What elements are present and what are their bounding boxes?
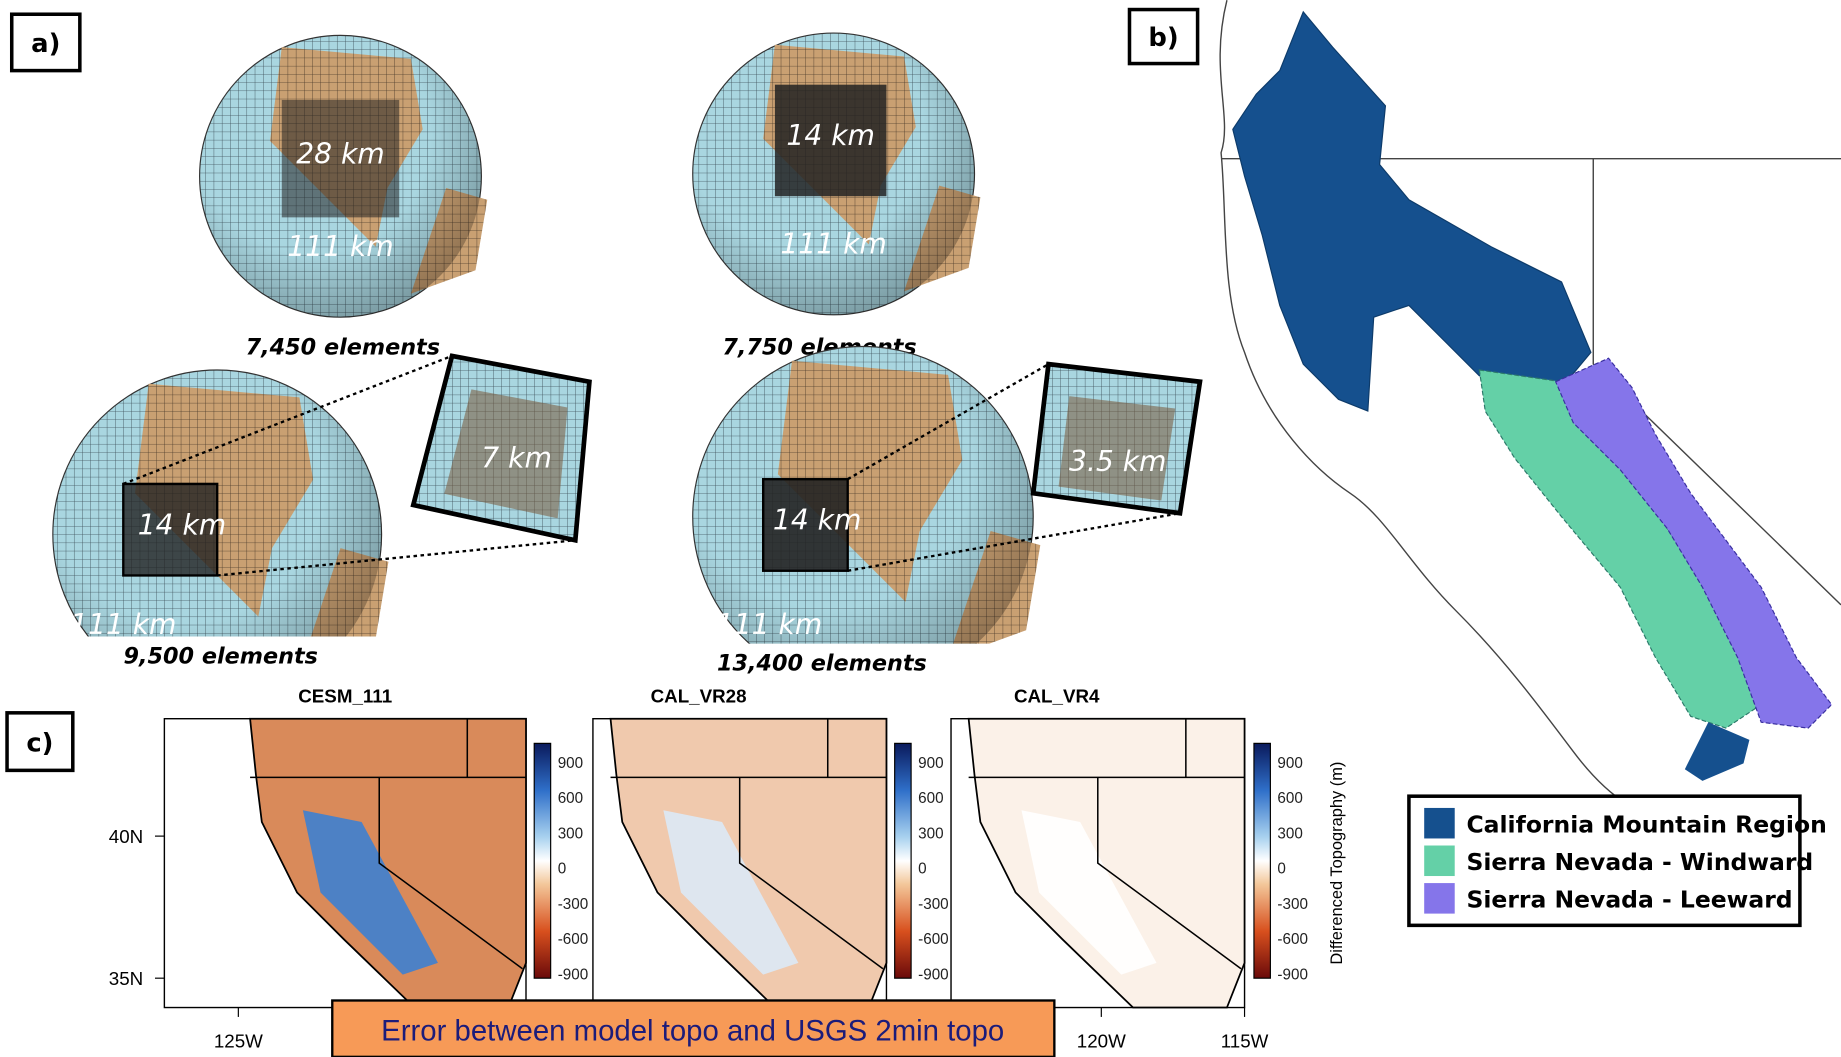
resolution-label: 28 km bbox=[296, 137, 385, 170]
colorbar-tick: -300 bbox=[1277, 896, 1308, 913]
colorbar-tick: 900 bbox=[558, 755, 583, 772]
legend-label: Sierra Nevada - Windward bbox=[1466, 848, 1813, 876]
inset-label: 3.5 km bbox=[1069, 445, 1166, 478]
legend-label: Sierra Nevada - Leeward bbox=[1466, 886, 1792, 914]
legend-swatch bbox=[1424, 883, 1455, 914]
colorbar-tick: 0 bbox=[918, 861, 926, 878]
colorbar-tick: 600 bbox=[1277, 790, 1302, 807]
element-count: 7,450 elements bbox=[246, 335, 440, 361]
map-title: CAL_VR28 bbox=[651, 685, 747, 706]
colorbar-tick: 600 bbox=[918, 790, 943, 807]
legend-swatch bbox=[1424, 808, 1455, 839]
y-tick-label: 35N bbox=[109, 968, 143, 989]
resolution-label: 111 km bbox=[70, 608, 176, 641]
resolution-label: 111 km bbox=[780, 228, 886, 261]
resolution-label: 14 km bbox=[773, 504, 862, 537]
colorbar-tick: -600 bbox=[1277, 931, 1308, 948]
colorbar bbox=[534, 743, 550, 978]
y-tick-label: 40N bbox=[109, 826, 143, 847]
x-tick-label: 120W bbox=[1077, 1030, 1126, 1051]
colorbar bbox=[1254, 743, 1270, 978]
panel-label: b) bbox=[1148, 23, 1178, 53]
colorbar-tick: 300 bbox=[1277, 825, 1302, 842]
globe bbox=[200, 35, 488, 317]
colorbar-tick: -900 bbox=[1277, 966, 1308, 983]
x-tick-label: 115W bbox=[1221, 1030, 1269, 1051]
panel-label: a) bbox=[31, 29, 60, 59]
map-title: CAL_VR4 bbox=[1014, 685, 1100, 706]
map-title: CESM_111 bbox=[298, 685, 392, 706]
colorbar-tick: -900 bbox=[558, 966, 589, 983]
resolution-label: 14 km bbox=[786, 119, 875, 152]
resolution-label: 111 km bbox=[287, 230, 393, 263]
caption: Error between model topo and USGS 2min t… bbox=[381, 1014, 1004, 1047]
colorbar-tick: 0 bbox=[558, 861, 566, 878]
globe bbox=[693, 33, 981, 315]
x-tick-label: 125W bbox=[214, 1030, 263, 1051]
colorbar-tick: -900 bbox=[918, 966, 949, 983]
legend-swatch bbox=[1424, 846, 1455, 877]
colorbar-tick: -600 bbox=[558, 931, 589, 948]
inset-label: 7 km bbox=[481, 441, 552, 474]
colorbar-tick: 900 bbox=[918, 755, 943, 772]
region-map bbox=[1220, 0, 1841, 822]
colorbar-tick: -600 bbox=[918, 931, 949, 948]
colorbar-label: Differenced Topography (m) bbox=[1328, 762, 1346, 965]
colorbar-tick: 900 bbox=[1277, 755, 1302, 772]
resolution-label: 111 km bbox=[716, 608, 822, 641]
colorbar-tick: 600 bbox=[558, 790, 583, 807]
legend-label: California Mountain Region bbox=[1466, 811, 1826, 839]
figure: a) b) c) 28 km 111 km 7,450 elements 14 km 1… bbox=[0, 0, 1841, 1057]
colorbar-tick: 300 bbox=[558, 825, 583, 842]
resolution-label: 14 km bbox=[138, 508, 227, 541]
colorbar bbox=[895, 743, 911, 978]
element-count: 9,500 elements bbox=[124, 644, 318, 670]
element-count: 13,400 elements bbox=[717, 651, 927, 677]
colorbar-tick: -300 bbox=[558, 896, 589, 913]
colorbar-tick: 0 bbox=[1277, 861, 1285, 878]
panel-label: c) bbox=[26, 729, 53, 759]
colorbar-tick: 300 bbox=[918, 825, 943, 842]
colorbar-tick: -300 bbox=[918, 896, 949, 913]
